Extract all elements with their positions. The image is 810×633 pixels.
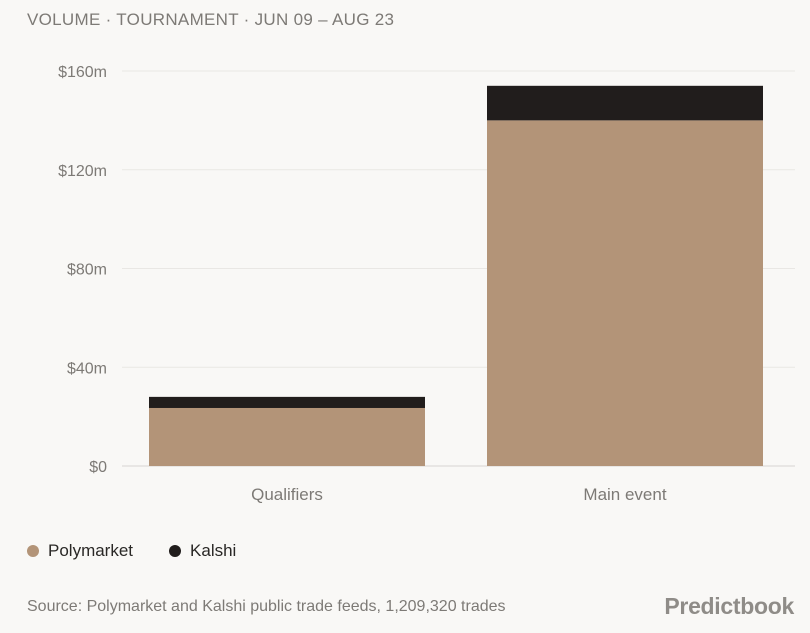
y-tick-label: $120m [58,163,107,180]
y-tick-label: $40m [67,360,107,377]
x-tick-label: Main event [583,485,666,504]
legend: Polymarket Kalshi [27,541,236,561]
y-tick-label: $80m [67,262,107,279]
legend-swatch-kalshi [169,545,182,557]
legend-item-polymarket: Polymarket [27,541,133,561]
x-tick-label: Qualifiers [251,485,323,504]
brand-logo: Predictbook [664,593,794,619]
bar-polymarket-main-event [487,120,763,466]
legend-swatch-polymarket [27,545,39,557]
bar-chart: $0 $40m $80m $120m $160m Qualifiers Main event [58,64,795,504]
bar-kalshi-main-event [487,85,763,121]
bar-polymarket-qualifiers [149,407,425,466]
y-tick-label: $160m [58,64,107,81]
legend-label-polymarket: Polymarket [48,541,134,560]
bar-kalshi-qualifiers [149,396,425,408]
y-tick-label: $0 [89,459,107,476]
chart-title: VOLUME · TOURNAMENT · JUN 09 – AUG 23 [27,10,395,29]
legend-item-kalshi: Kalshi [169,541,236,561]
source-note: Source: Polymarket and Kalshi public tra… [27,598,506,615]
legend-label-kalshi: Kalshi [190,541,237,560]
